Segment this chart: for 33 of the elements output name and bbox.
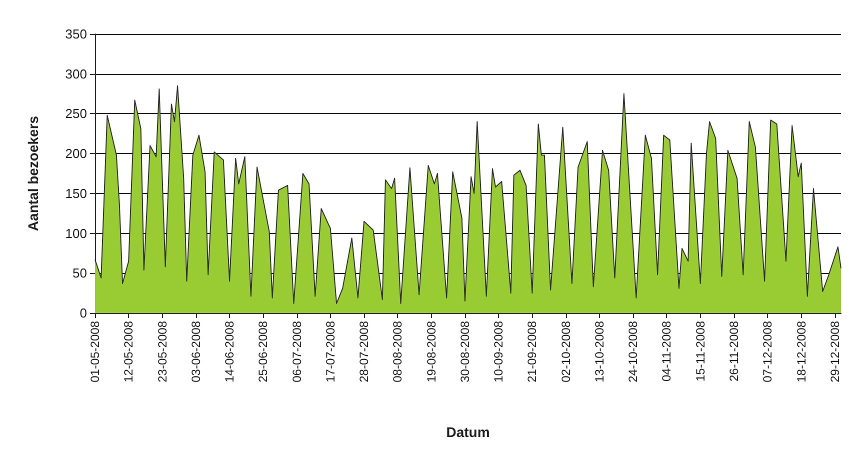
x-tick-label: 17-07-2008 <box>323 320 338 382</box>
x-tick-label: 15-11-2008 <box>693 320 708 382</box>
x-tick-label: 03-06-2008 <box>188 320 203 382</box>
x-tick-label: 04-11-2008 <box>660 320 674 382</box>
x-tick-label: 30-08-2008 <box>458 320 472 382</box>
x-tick-label: 23-05-2008 <box>155 320 170 382</box>
x-tick-label: 12-05-2008 <box>122 320 136 382</box>
y-tick-label: 0 <box>80 306 87 320</box>
y-tick-label: 50 <box>72 266 87 281</box>
x-tick-label: 18-12-2008 <box>794 320 808 382</box>
x-tick-label: 13-10-2008 <box>592 320 606 382</box>
x-tick-label: 28-07-2008 <box>357 320 372 382</box>
x-tick-label: 26-11-2008 <box>726 320 741 382</box>
x-tick-label: 29-12-2008 <box>828 320 842 382</box>
x-tick-label: 19-08-2008 <box>424 320 438 382</box>
x-tick-label: 25-06-2008 <box>256 320 270 382</box>
y-tick-label: 150 <box>65 186 87 201</box>
x-tick-label: 07-12-2008 <box>760 320 775 382</box>
x-tick-label: 24-10-2008 <box>626 320 640 382</box>
y-tick-label: 250 <box>65 106 87 122</box>
x-tick-label: 14-06-2008 <box>222 320 237 382</box>
x-tick-label: 08-08-2008 <box>390 320 405 382</box>
y-tick-label: 350 <box>65 26 87 42</box>
y-tick-label: 300 <box>65 66 87 82</box>
x-axis-title: Datum <box>446 424 490 440</box>
y-axis-title: Aantal bezoekers <box>25 116 41 232</box>
x-tick-label: 02-10-2008 <box>558 320 573 382</box>
x-tick-label: 01-05-2008 <box>88 320 102 382</box>
y-tick-label: 100 <box>65 226 87 241</box>
x-tick-label: 06-07-2008 <box>290 320 304 382</box>
x-tick-label: 10-09-2008 <box>492 320 506 382</box>
x-tick-label: 21-09-2008 <box>525 320 540 382</box>
y-tick-label: 200 <box>65 146 87 162</box>
